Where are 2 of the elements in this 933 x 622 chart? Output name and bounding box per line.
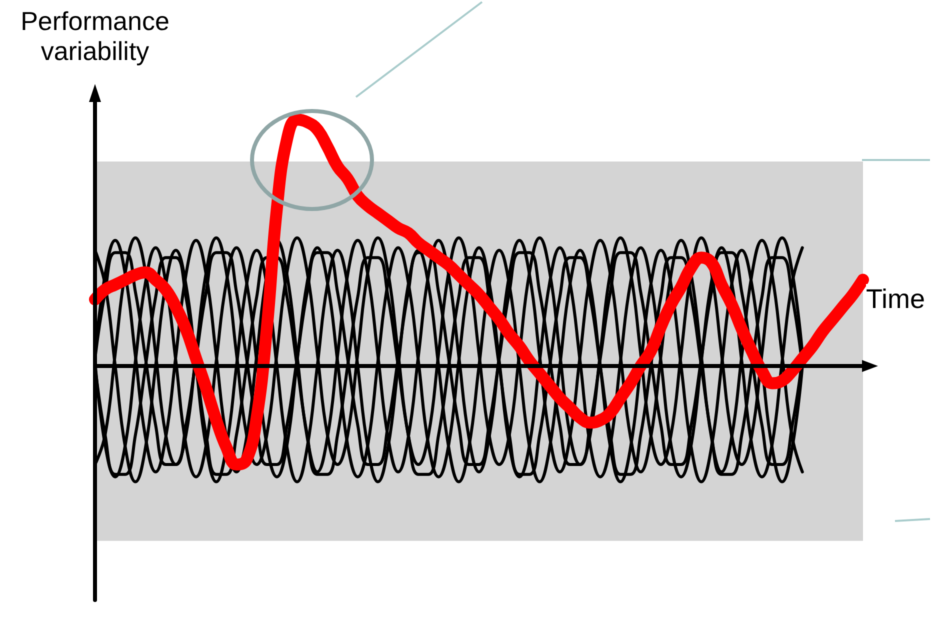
x-axis-title: Time xyxy=(866,284,925,315)
y-axis-title: Performance variability xyxy=(20,6,170,66)
